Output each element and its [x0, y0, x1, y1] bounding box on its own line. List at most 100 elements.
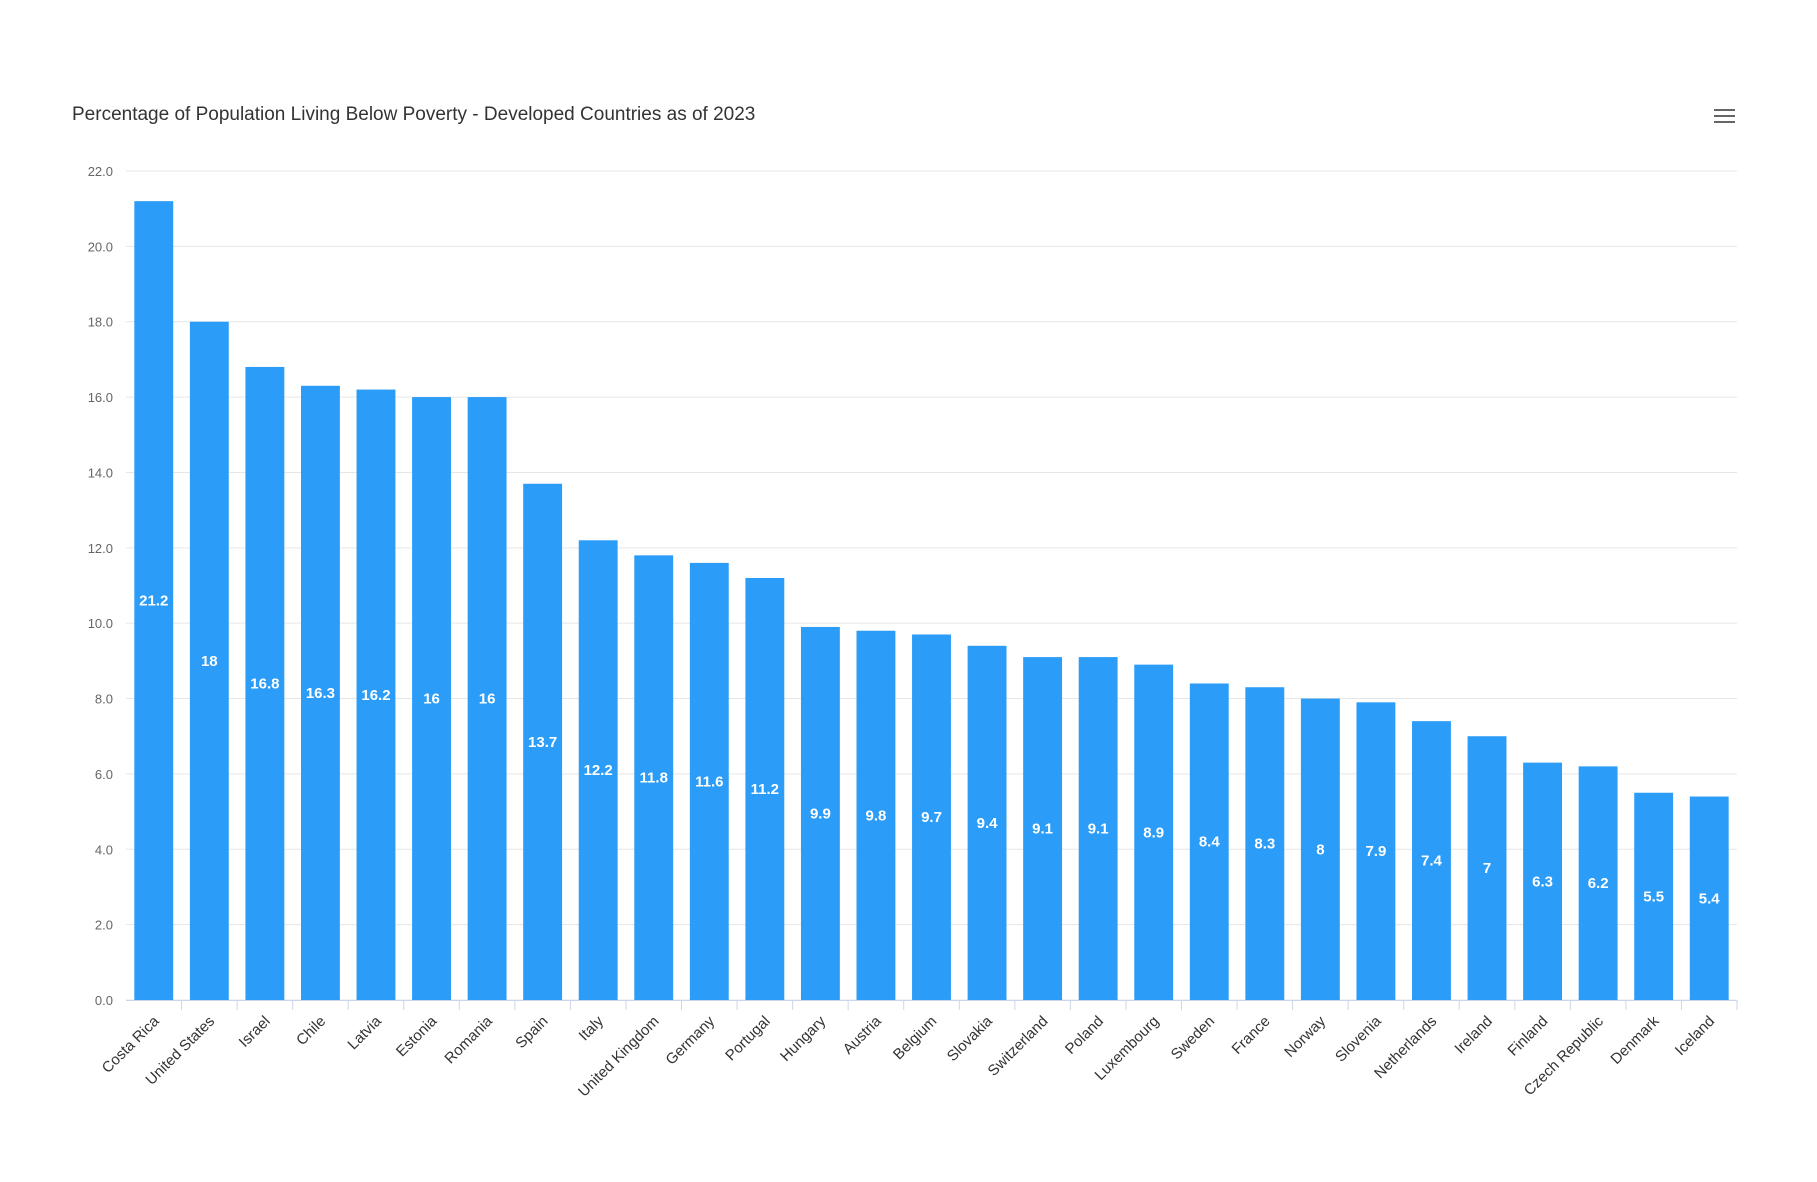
bar[interactable]: [800, 626, 840, 1000]
data-label: 8.9: [1143, 824, 1164, 841]
data-label: 8: [1316, 841, 1324, 858]
data-label: 13.7: [528, 734, 557, 751]
x-tick-label: Finland: [1505, 1013, 1552, 1060]
x-tick-label: Spain: [512, 1013, 551, 1052]
x-tick-label: Norway: [1281, 1012, 1329, 1060]
data-label: 9.4: [977, 815, 999, 832]
bar[interactable]: [1134, 664, 1174, 1000]
data-label: 16: [423, 691, 440, 708]
y-tick-label: 6.0: [95, 767, 113, 782]
data-label: 5.4: [1699, 890, 1721, 907]
y-tick-label: 22.0: [88, 164, 113, 179]
x-tick-label: Hungary: [777, 1012, 829, 1064]
bar[interactable]: [1189, 683, 1229, 1000]
data-label: 8.4: [1199, 834, 1221, 851]
bar[interactable]: [1078, 657, 1118, 1000]
y-tick-label: 2.0: [95, 918, 113, 933]
bar[interactable]: [189, 321, 229, 1000]
x-tick-label: Romania: [441, 1012, 496, 1067]
x-tick-label: Italy: [576, 1012, 608, 1044]
bar[interactable]: [745, 577, 785, 1000]
data-labels: 21.2 18 16.8 16.3 16.2 16 16 13.7 12.2 11.8 11.6 11…: [139, 593, 1720, 908]
bar[interactable]: [523, 483, 563, 1000]
data-label: 9.7: [921, 809, 942, 826]
bar[interactable]: [134, 201, 174, 1001]
bar[interactable]: [1689, 796, 1729, 1000]
hamburger-menu-icon-line: [1714, 115, 1735, 117]
chart-menu-button[interactable]: [1712, 104, 1738, 128]
bar[interactable]: [1578, 766, 1618, 1000]
data-label: 18: [201, 653, 218, 670]
x-tick-label: Poland: [1062, 1013, 1107, 1058]
bar[interactable]: [634, 555, 674, 1000]
data-label: 16.2: [361, 687, 390, 704]
x-tick-label: Austria: [840, 1012, 885, 1057]
x-tick-label: Israel: [236, 1013, 274, 1051]
y-tick-label: 14.0: [88, 465, 113, 480]
bar[interactable]: [1023, 657, 1063, 1000]
data-label: 16.8: [250, 675, 279, 692]
data-label: 9.8: [866, 807, 887, 824]
data-label: 7.4: [1421, 853, 1443, 870]
y-tick-label: 4.0: [95, 842, 113, 857]
x-tick-label: Estonia: [393, 1012, 441, 1060]
bar[interactable]: [1523, 762, 1563, 1000]
y-tick-label: 0.0: [95, 993, 113, 1008]
data-label: 9.1: [1088, 821, 1109, 838]
x-tick-label: Latvia: [344, 1012, 385, 1053]
data-label: 11.2: [751, 781, 779, 798]
bar[interactable]: [1300, 698, 1340, 1000]
bar[interactable]: [578, 540, 618, 1000]
bar[interactable]: [1634, 792, 1674, 1000]
bar[interactable]: [245, 366, 285, 1001]
bar[interactable]: [912, 634, 951, 1000]
bar[interactable]: [412, 397, 451, 1000]
bar[interactable]: [1356, 702, 1396, 1000]
data-label: 7.9: [1365, 843, 1386, 860]
data-label: 5.5: [1643, 888, 1664, 905]
data-label: 8.3: [1254, 836, 1275, 853]
chart-title: Percentage of Population Living Below Po…: [72, 104, 756, 125]
y-tick-label: 18.0: [88, 315, 113, 330]
y-tick-label: 20.0: [88, 239, 113, 254]
x-tick-label: Chile: [293, 1013, 329, 1049]
bar[interactable]: [856, 630, 896, 1000]
data-label: 7: [1483, 860, 1491, 877]
data-label: 12.2: [584, 762, 613, 779]
y-tick-label: 12.0: [88, 541, 113, 556]
bar[interactable]: [689, 562, 729, 1000]
bar[interactable]: [1245, 687, 1285, 1000]
x-tick-label: Ireland: [1451, 1013, 1495, 1057]
data-label: 6.3: [1532, 873, 1553, 890]
y-tick-label: 8.0: [95, 692, 113, 707]
bars: [134, 201, 1729, 1001]
bar[interactable]: [967, 645, 1007, 1000]
data-label: 9.9: [810, 805, 831, 822]
data-label: 21.2: [139, 593, 168, 610]
x-tick-label: Denmark: [1607, 1012, 1662, 1067]
x-tick-label: Iceland: [1672, 1013, 1718, 1059]
data-label: 11.6: [695, 773, 723, 790]
y-tick-label: 10.0: [88, 616, 113, 631]
y-tick-label: 16.0: [88, 390, 113, 405]
data-label: 16: [479, 691, 496, 708]
bar[interactable]: [356, 389, 396, 1000]
data-label: 16.3: [306, 685, 335, 702]
x-tick-label: Portugal: [722, 1013, 774, 1065]
x-tick-label: France: [1229, 1013, 1274, 1058]
x-tick-label: Germany: [662, 1012, 718, 1068]
data-label: 6.2: [1588, 875, 1609, 892]
data-label: 11.8: [640, 770, 668, 787]
bar[interactable]: [1467, 736, 1507, 1000]
y-axis: 0.0 2.0 4.0 6.0 8.0 10.0 12.0 14.0 16.0 18.0 20.0 2…: [88, 164, 113, 1008]
bar[interactable]: [300, 385, 340, 1000]
bar[interactable]: [467, 397, 507, 1000]
bar[interactable]: [1412, 721, 1451, 1000]
x-tick-label: Slovakia: [944, 1012, 997, 1065]
x-tick-label: Sweden: [1168, 1013, 1218, 1063]
hamburger-menu-icon: [1714, 109, 1735, 111]
x-tick-label: Slovenia: [1332, 1012, 1385, 1065]
data-label: 9.1: [1032, 821, 1053, 838]
